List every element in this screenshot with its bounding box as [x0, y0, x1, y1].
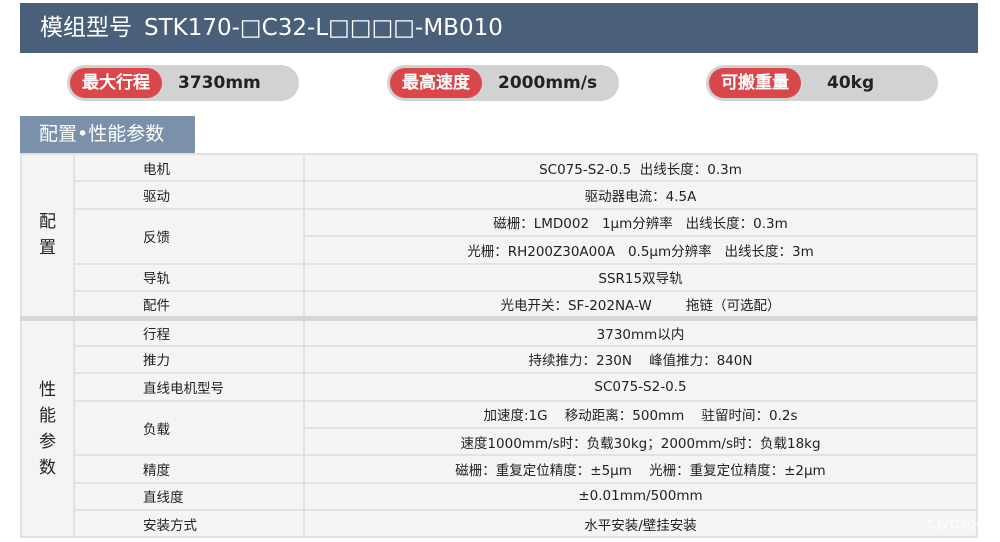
row-value: SSR15双导轨 [303, 262, 978, 292]
table-row: 配件 光电开关：SF-202NA-W 拖链（可选配） [21, 289, 978, 320]
table-row: 导轨 SSR15双导轨 [21, 262, 978, 292]
pill-label: 最大行程 [70, 68, 162, 98]
section-tab: 配置•性能参数 [20, 116, 195, 153]
pill-label: 最高速度 [390, 68, 482, 98]
model-number: STK170-□C32-L□□□□-MB010 [144, 15, 503, 41]
header-prefix: 模组型号 [40, 15, 132, 41]
row-value: 3730mm以内 [303, 315, 978, 347]
table-row: 光栅：RH200Z30A00A 0.5μm分辨率 出线长度：3m [21, 235, 978, 265]
row-label: 精度 [73, 454, 305, 484]
table-row: 驱动 驱动器电流：4.5A [21, 180, 978, 210]
row-value: 磁栅：重复定位精度：±5μm 光栅：重复定位精度：±2μm [303, 454, 978, 484]
row-label: 推力 [73, 344, 305, 375]
row-label: 直线电机型号 [73, 372, 305, 402]
table-row: 反馈 磁栅：LMD002 1μm分辨率 出线长度：0.3m [21, 207, 978, 265]
table-row: 速度1000mm/s时：负载30kg；2000mm/s时：负载18kg [21, 426, 978, 457]
row-label: 配件 [73, 289, 305, 320]
row-label: 负载 [73, 399, 305, 457]
spec-pill-stroke: 最大行程 3730mm [67, 65, 299, 101]
spec-pill-speed: 最高速度 2000mm/s [387, 65, 619, 101]
table-row: 安装方式 水平安装/壁挂安装 [21, 509, 978, 539]
row-label: 电机 [73, 152, 305, 183]
row-value: 磁栅：LMD002 1μm分辨率 出线长度：0.3m [303, 207, 978, 238]
table-row: 推力 持续推力：230N 峰值推力：840N [21, 344, 978, 375]
row-value: 速度1000mm/s时：负载30kg；2000mm/s时：负载18kg [303, 426, 978, 457]
group-label: 性 能 参 数 [20, 315, 75, 539]
row-value: 持续推力：230N 峰值推力：840N [303, 344, 978, 375]
spec-pill-payload: 可搬重量 40kg [706, 65, 938, 101]
pill-value: 40kg [827, 73, 875, 93]
row-label: 导轨 [73, 262, 305, 292]
watermark: t.jytfsgc.c [927, 516, 996, 532]
row-value: SC075-S2-0.5 出线长度：0.3m [303, 152, 978, 183]
row-value: SC075-S2-0.5 [303, 372, 978, 402]
row-value: 光栅：RH200Z30A00A 0.5μm分辨率 出线长度：3m [303, 235, 978, 265]
group-label: 配 置 [20, 152, 75, 320]
row-value: 加速度:1G 移动距离：500mm 驻留时间：0.2s [303, 399, 978, 429]
row-value: 驱动器电流：4.5A [303, 180, 978, 210]
row-label: 反馈 [73, 207, 305, 265]
module-model-header: 模组型号 STK170-□C32-L□□□□-MB010 [20, 3, 978, 53]
table-row: 精度 磁栅：重复定位精度：±5μm 光栅：重复定位精度：±2μm [21, 454, 978, 484]
table-row: 直线电机型号 SC075-S2-0.5 [21, 372, 978, 402]
table-row: 配 置电机 SC075-S2-0.5 出线长度：0.3m [20, 152, 978, 320]
row-label: 直线度 [73, 481, 305, 512]
row-label: 驱动 [73, 180, 305, 210]
row-label: 安装方式 [73, 509, 305, 539]
row-label: 行程 [73, 315, 305, 347]
row-value: 光电开关：SF-202NA-W 拖链（可选配） [303, 289, 978, 320]
row-value: ±0.01mm/500mm [303, 481, 978, 512]
pill-label: 可搬重量 [709, 68, 801, 98]
pill-value: 3730mm [178, 73, 261, 93]
table-row: 直线度 ±0.01mm/500mm [21, 481, 978, 512]
table-row: 性 能 参 数行程 3730mm以内 [20, 315, 978, 539]
pill-value: 2000mm/s [498, 73, 598, 93]
spec-table: 配 置电机 SC075-S2-0.5 出线长度：0.3m 驱动 驱动器电流：4.5A 反… [20, 152, 978, 539]
table-row: 负载 加速度:1G 移动距离：500mm 驻留时间：0.2s [21, 399, 978, 457]
row-value: 水平安装/壁挂安装 [303, 509, 978, 539]
